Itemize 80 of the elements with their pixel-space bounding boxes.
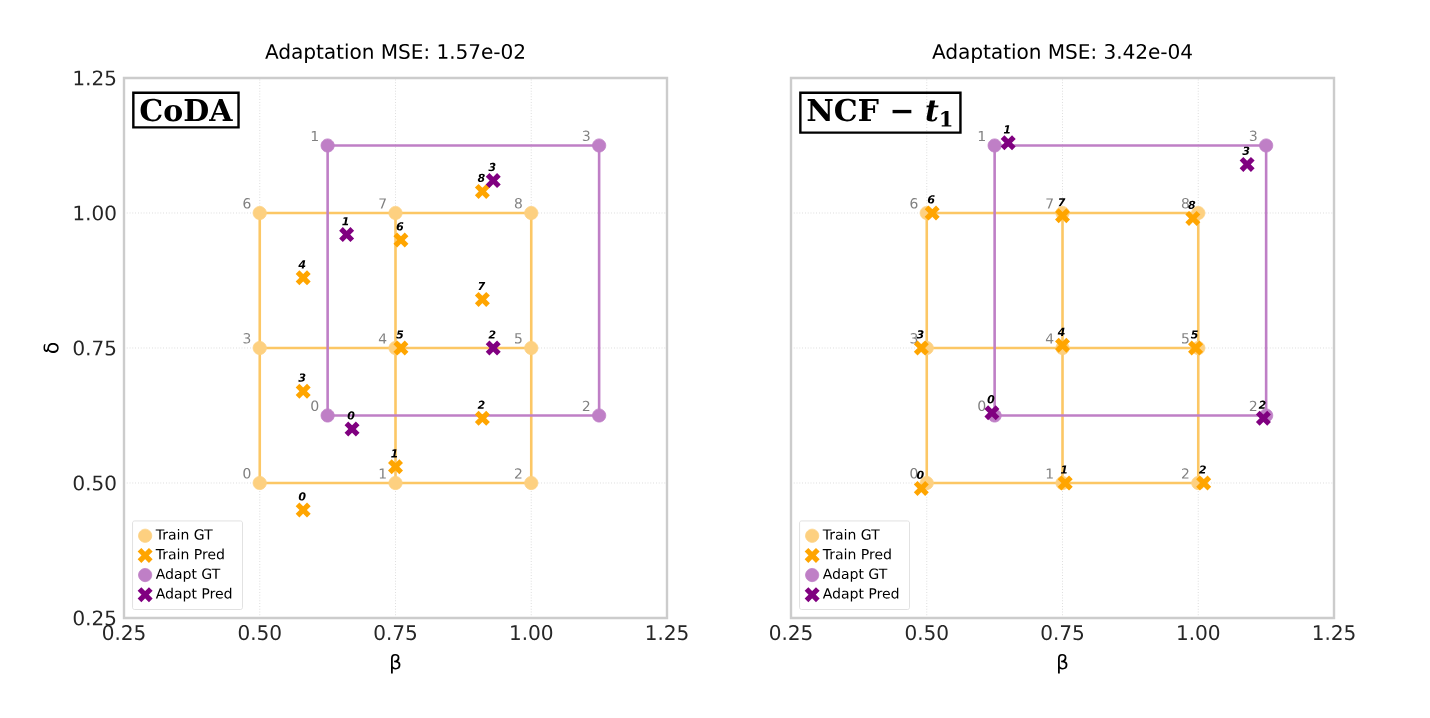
x-tick-label: 1.00 <box>511 625 553 641</box>
annotation: 8 <box>477 173 485 182</box>
chart-title: Adaptation MSE: 1.57e-02 <box>265 43 524 63</box>
annotation: 3 <box>582 130 590 142</box>
annotation: 1 <box>342 217 349 226</box>
annotation: 5 <box>515 333 522 344</box>
annotation: 8 <box>514 198 522 209</box>
legend-label: Adapt Pred <box>822 587 899 602</box>
annotation: 4 <box>1045 333 1054 344</box>
x-tick-label: 0.75 <box>1041 625 1084 641</box>
annotation: 0 <box>311 400 319 412</box>
x-axis-title: β <box>1058 653 1068 674</box>
legend-label: Adapt Pred <box>155 587 232 602</box>
annotation: 7 <box>379 198 386 209</box>
x-tick-label: 0.50 <box>905 625 948 641</box>
legend-label: Train Pred <box>155 548 224 560</box>
annotation: 1 <box>1046 468 1053 479</box>
y-tick-label: 1.25 <box>74 70 116 86</box>
annotation: 3 <box>1249 130 1257 142</box>
annotation: 4 <box>298 260 306 269</box>
annotation: 2 <box>488 330 496 339</box>
x-tick-label: 0.75 <box>374 625 417 641</box>
annotation: 4 <box>378 333 387 344</box>
annotation: 1 <box>978 130 985 142</box>
annotation: 2 <box>1181 468 1189 479</box>
annotation: 2 <box>477 400 485 409</box>
x-tick-label: 0.25 <box>770 625 812 641</box>
annotation: 3 <box>916 330 924 339</box>
annotation: 1 <box>391 449 398 458</box>
annotation: 2 <box>1258 400 1266 409</box>
annotation: 3 <box>243 333 251 344</box>
x-axis-title: β <box>391 653 401 674</box>
legend-label: Train GT <box>822 528 880 540</box>
annotation: 0 <box>916 470 924 479</box>
legend-label: Adapt GT <box>822 568 888 582</box>
annotation: 0 <box>910 468 918 479</box>
annotation: 7 <box>1058 198 1066 207</box>
annotation: 0 <box>347 411 355 420</box>
annotation: 3 <box>910 333 918 344</box>
annotation: 0 <box>298 492 306 501</box>
annotation: 2 <box>1198 465 1206 474</box>
y-tick-label: 0.75 <box>73 340 116 356</box>
x-tick-label: 0.50 <box>238 625 281 641</box>
annotation: 6 <box>910 198 918 209</box>
annotation: 5 <box>1182 333 1189 344</box>
annotation: CoDA <box>140 98 233 122</box>
annotation: 0 <box>987 395 995 404</box>
annotation: 1 <box>1003 125 1010 134</box>
legend-label: Train GT <box>155 528 213 540</box>
y-tick-label: 0.50 <box>73 475 116 491</box>
annotation: 6 <box>243 198 251 209</box>
annotation: 2 <box>1249 400 1257 412</box>
annotation: 8 <box>1188 200 1196 209</box>
annotation: 7 <box>478 281 486 290</box>
annotation: 3 <box>1242 146 1250 155</box>
annotation: 3 <box>298 373 306 382</box>
y-tick-label: 0.25 <box>73 610 116 626</box>
annotation: NCF − t$_{1}$ <box>807 98 952 127</box>
annotation: 1 <box>1060 465 1067 474</box>
x-tick-label: 1.00 <box>1178 625 1220 641</box>
annotation: 6 <box>927 195 935 204</box>
chart-title: Adaptation MSE: 3.42e-04 <box>932 43 1192 63</box>
x-tick-label: 1.25 <box>1313 625 1355 641</box>
y-tick-label: 1.00 <box>74 205 116 221</box>
legend-label: Adapt GT <box>155 568 221 582</box>
annotation: 3 <box>488 162 496 172</box>
annotation: 2 <box>582 400 590 412</box>
annotation: 1 <box>311 130 318 142</box>
y-axis-title: δ <box>43 342 59 354</box>
annotation: 0 <box>243 468 251 479</box>
legend-label: Train Pred <box>822 548 891 560</box>
annotation: 2 <box>514 468 522 479</box>
annotation: 1 <box>379 468 386 479</box>
annotation: 0 <box>978 400 986 412</box>
x-tick-label: 0.25 <box>103 625 145 641</box>
annotation: 6 <box>396 222 404 231</box>
annotation: 7 <box>1046 198 1053 209</box>
x-tick-label: 1.25 <box>646 625 688 641</box>
annotation: 5 <box>396 330 404 339</box>
annotation: 8 <box>1181 198 1189 209</box>
